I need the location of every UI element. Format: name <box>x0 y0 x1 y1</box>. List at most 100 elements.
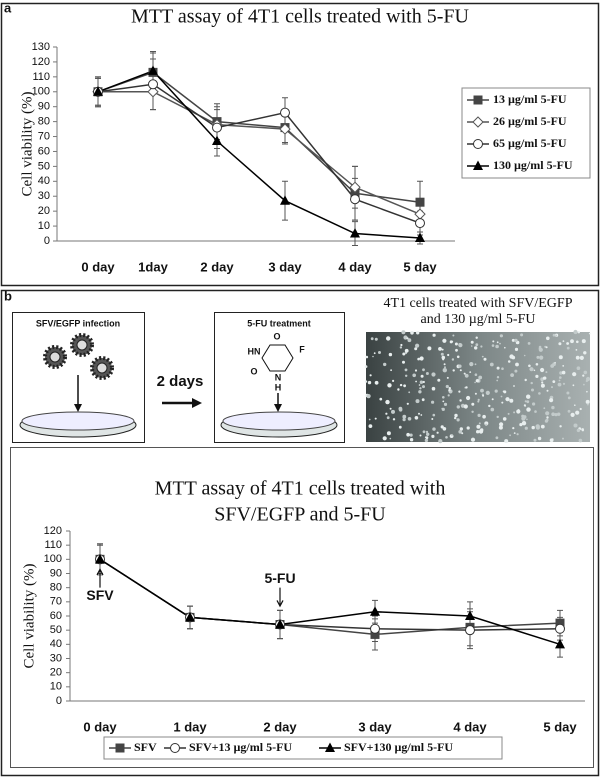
cell <box>386 336 391 341</box>
series-line <box>98 91 421 215</box>
cell <box>447 353 450 357</box>
cell <box>452 334 455 337</box>
cell <box>446 376 449 379</box>
cell <box>455 348 458 352</box>
cell <box>494 389 498 393</box>
legend-marker <box>473 139 483 149</box>
cell <box>551 386 553 389</box>
cell <box>459 369 462 372</box>
cell <box>557 382 562 387</box>
cell <box>526 407 531 412</box>
cell <box>425 372 429 375</box>
cell <box>402 414 407 419</box>
panel-b-frame <box>0 289 600 777</box>
series-line <box>97 69 421 239</box>
y-tick-label: 110 <box>44 539 62 551</box>
cell <box>501 401 504 404</box>
cell <box>402 418 406 422</box>
cell <box>559 371 563 375</box>
cell <box>392 379 395 382</box>
x-tick-label: 0 day <box>83 719 117 734</box>
cell <box>546 416 549 419</box>
legend-label: SFV+13 µg/ml 5-FU <box>189 740 292 754</box>
cell <box>474 373 478 377</box>
cell <box>400 343 403 347</box>
cell <box>458 430 463 434</box>
marker <box>275 619 285 629</box>
cell <box>577 331 580 334</box>
cell <box>478 422 481 425</box>
cell <box>477 413 481 417</box>
y-tick-label: 130 <box>32 41 50 53</box>
panel-a-frame <box>0 2 600 287</box>
cell <box>421 357 424 360</box>
cell <box>520 333 524 337</box>
cell <box>445 436 448 439</box>
cell <box>385 412 388 415</box>
cell <box>496 415 499 419</box>
cell <box>567 409 571 413</box>
cell <box>476 430 480 434</box>
cell <box>485 390 490 395</box>
cell <box>492 340 495 343</box>
cell <box>458 364 462 368</box>
step-label: 5-FU treatment <box>247 318 311 328</box>
legend-marker <box>473 95 483 105</box>
legend-box <box>461 87 591 179</box>
cell <box>373 352 376 355</box>
cell <box>562 365 565 367</box>
cell <box>515 362 519 367</box>
cell <box>575 410 580 415</box>
y-tick-label: 90 <box>50 567 62 579</box>
cell <box>451 358 455 361</box>
y-tick-label: 80 <box>38 116 50 128</box>
cell <box>476 424 481 429</box>
cell <box>495 436 499 440</box>
cell <box>573 423 578 428</box>
cell <box>364 365 368 368</box>
cell <box>573 329 578 335</box>
cell <box>498 425 503 430</box>
cell <box>405 374 408 377</box>
cell <box>443 402 448 406</box>
cell <box>464 373 469 378</box>
y-tick-label: 0 <box>44 235 50 247</box>
cell <box>504 439 509 444</box>
annotation-arrow <box>96 567 104 588</box>
cell <box>416 331 420 335</box>
cell <box>407 338 412 343</box>
x-tick-label: 3 day <box>358 719 392 734</box>
marker <box>370 629 380 639</box>
cell <box>545 346 548 349</box>
cell <box>576 340 579 344</box>
cell <box>513 411 516 414</box>
cell <box>471 410 474 413</box>
cell <box>470 437 476 442</box>
y-tick-label: 0 <box>56 695 62 707</box>
cell <box>403 384 406 388</box>
step-label: SFV/EGFP infection <box>36 318 120 328</box>
cell <box>558 379 561 382</box>
cell <box>538 392 541 395</box>
cell <box>579 355 584 360</box>
cell <box>570 412 575 417</box>
y-tick-label: 100 <box>44 553 62 565</box>
cell <box>442 338 447 343</box>
cell <box>566 346 570 350</box>
cell <box>402 360 405 364</box>
cell <box>389 437 392 440</box>
cell <box>420 374 424 378</box>
cell <box>532 402 536 406</box>
marker <box>148 65 158 75</box>
annotation: 5-FU <box>264 570 295 586</box>
marker <box>185 611 195 622</box>
cell <box>533 438 537 442</box>
legend-box <box>103 736 503 760</box>
y-tick-label: 40 <box>50 638 62 650</box>
series-line <box>97 71 421 203</box>
cell <box>471 402 475 406</box>
marker <box>95 553 105 564</box>
cell <box>442 396 445 399</box>
chart-title: SFV/EGFP and 5-FU <box>214 504 386 526</box>
atom: F <box>299 344 305 354</box>
